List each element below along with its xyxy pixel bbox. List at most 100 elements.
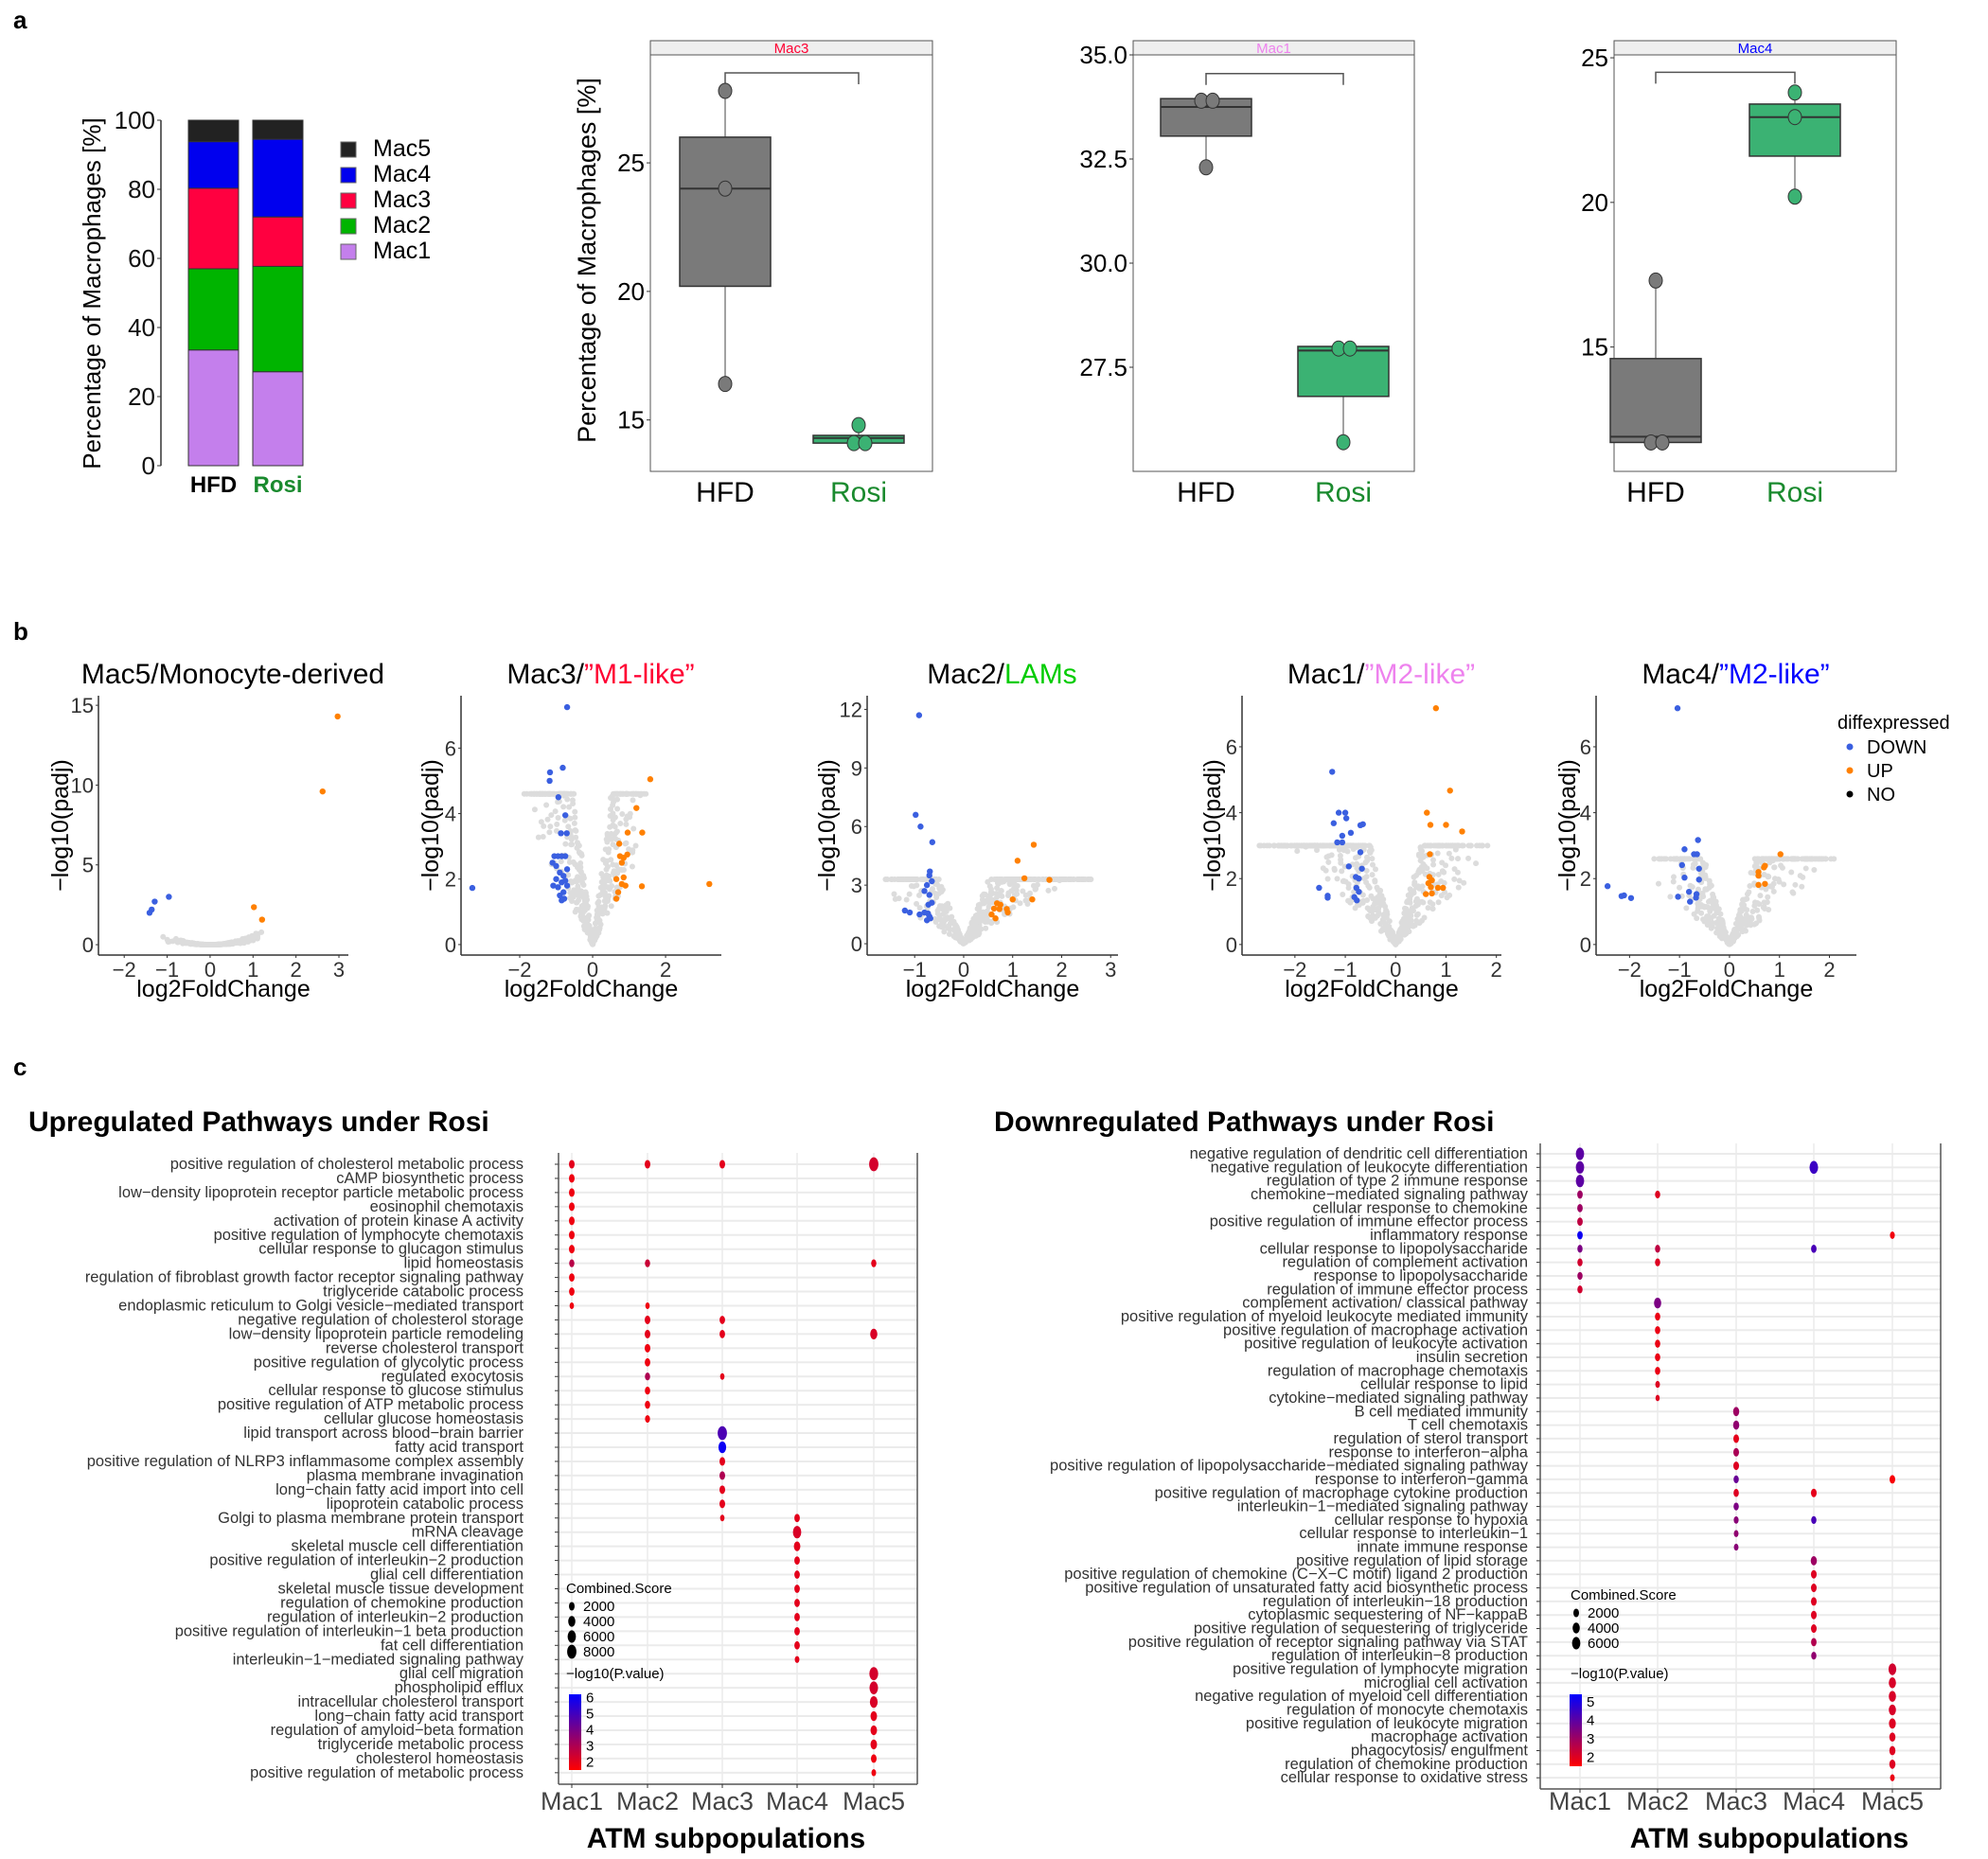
point-no: [952, 926, 959, 932]
point-no: [577, 913, 584, 920]
data-point: [1198, 159, 1214, 176]
colorbar: [1570, 1694, 1582, 1766]
legend-label: 4000: [1588, 1620, 1619, 1637]
point-no: [1357, 842, 1363, 849]
point-up: [258, 916, 266, 923]
size-key: [567, 1644, 577, 1659]
point-no: [1670, 874, 1677, 880]
x-tick-label: HFD: [1626, 477, 1685, 508]
point-no: [567, 815, 574, 822]
point-no: [1420, 854, 1427, 860]
bar-segment-mac2-hfd: [187, 268, 240, 351]
x-tick-label: HFD: [1177, 477, 1235, 508]
point-no: [1802, 865, 1809, 872]
point-no: [1749, 908, 1756, 914]
pathway-label: cAMP biosynthetic process: [336, 1170, 524, 1187]
pathway-dot: [870, 1328, 878, 1340]
size-key: [568, 1616, 576, 1627]
pathway-label: positive regulation of sequestering of t…: [1194, 1620, 1528, 1638]
pathway-dot: [870, 1754, 878, 1763]
point-down: [924, 910, 932, 917]
point-no: [619, 810, 626, 817]
point-down: [1694, 851, 1700, 858]
point-no: [946, 925, 952, 931]
point-no: [1742, 896, 1748, 903]
x-tick-label: 1: [1440, 958, 1451, 982]
point-down: [550, 882, 557, 889]
point-down: [1627, 894, 1635, 901]
x-tick-label: Mac1: [541, 1787, 603, 1815]
point-no: [1429, 901, 1436, 908]
pathway-label: microglial cell activation: [1364, 1674, 1528, 1691]
point-no: [1407, 899, 1413, 906]
legend-label: 6000: [583, 1629, 614, 1645]
pathway-label: negative regulation of leukocyte differe…: [1211, 1159, 1528, 1176]
point-up: [992, 915, 999, 922]
bar-segment-mac4-hfd: [187, 141, 240, 189]
pathway-label: regulation of chemokine production: [280, 1594, 524, 1611]
x-tick-label: −2: [507, 958, 531, 982]
size-key: [1572, 1608, 1580, 1618]
point-no: [1425, 905, 1431, 912]
pathway-dot: [794, 1556, 800, 1565]
point-no: [222, 940, 229, 947]
point-no: [906, 891, 913, 897]
point-down: [1335, 809, 1342, 816]
point-no: [1376, 891, 1383, 897]
point-no: [1360, 897, 1367, 904]
bar-segment-mac5-rosi: [252, 119, 304, 140]
pathway-dot: [644, 1329, 651, 1338]
point-no: [1045, 887, 1052, 894]
pathway-dot: [1655, 1367, 1660, 1375]
point-up: [1427, 822, 1434, 828]
point-no: [1034, 881, 1040, 888]
x-tick-label: Mac5: [1861, 1787, 1924, 1815]
pathway-dot: [568, 1160, 576, 1169]
point-no: [976, 930, 983, 937]
pathway-dot: [1889, 1691, 1896, 1702]
panel-label-c: c: [13, 1053, 27, 1081]
point-down: [929, 877, 935, 885]
point-no: [941, 929, 948, 935]
point-down: [563, 866, 571, 873]
point-up: [612, 876, 620, 882]
point-no: [946, 930, 952, 937]
point-no: [544, 816, 551, 823]
legend-key: [1846, 767, 1854, 774]
colorbar-tick-label: 2: [586, 1754, 594, 1770]
pathway-dot: [1733, 1489, 1739, 1497]
point-no: [576, 842, 582, 849]
point-no: [1479, 842, 1485, 849]
point-no: [1017, 900, 1023, 907]
pathway-dot: [568, 1216, 576, 1226]
pathway-dot: [794, 1640, 800, 1650]
pathway-dot: [1810, 1488, 1818, 1497]
point-up: [1021, 875, 1028, 882]
x-axis-label: log2FoldChange: [1285, 976, 1458, 1002]
point-no: [940, 911, 947, 917]
size-key: [1572, 1622, 1580, 1634]
pathway-dot: [644, 1160, 651, 1169]
boxplot-mac3: Mac3 15 20 25 Percentage of Macrophages [%] H…: [573, 40, 933, 508]
volcano-plot-1: Mac5/Monocyte-derived 0 5 10 15 −2 −1 0 1 2 3 log2F…: [47, 659, 384, 1002]
point-no: [1409, 905, 1415, 912]
point-no: [1366, 842, 1373, 849]
pathway-dot: [869, 1157, 879, 1172]
point-no: [1751, 902, 1758, 909]
point-up: [997, 901, 1003, 908]
point-no: [1771, 864, 1778, 871]
point-no: [607, 823, 613, 830]
pathway-label: positive regulation of macrophage activa…: [1223, 1321, 1528, 1338]
point-no: [1446, 850, 1452, 857]
pathway-label: regulation of sterol transport: [1334, 1430, 1529, 1447]
point-no: [604, 898, 611, 905]
point-down: [560, 873, 567, 879]
pathway-label: cellular response to interleukin−1: [1299, 1525, 1528, 1542]
point-no: [1331, 867, 1338, 874]
point-no: [1808, 856, 1815, 862]
point-no: [258, 929, 265, 935]
point-no: [1342, 878, 1349, 885]
point-no: [538, 819, 544, 825]
point-no: [948, 916, 954, 923]
